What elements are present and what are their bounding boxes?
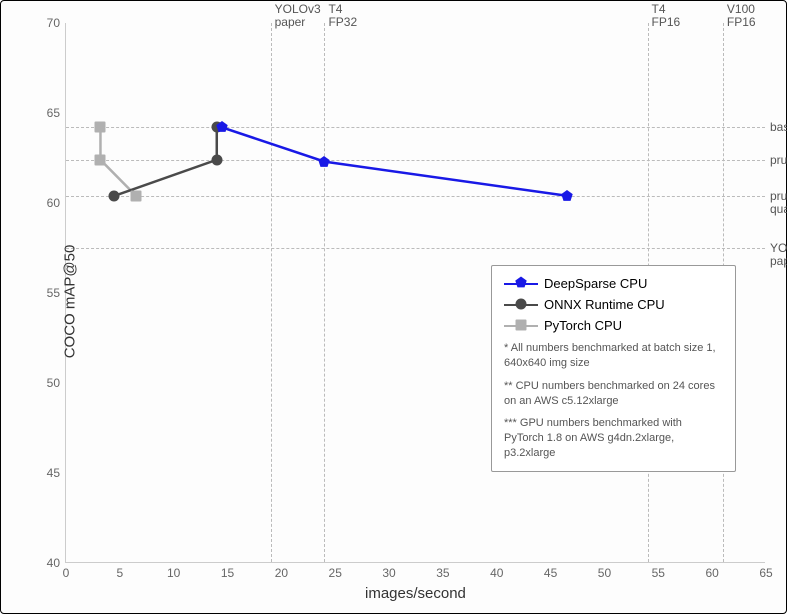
x-tick-label: 0 xyxy=(63,562,70,580)
ref-hline-label: prunedquant xyxy=(770,190,787,216)
y-tick-label: 50 xyxy=(47,376,66,390)
data-point xyxy=(216,121,228,133)
ref-hline-label: YOLOv3paper xyxy=(770,242,787,268)
legend-marker xyxy=(504,277,538,291)
y-tick-label: 45 xyxy=(47,466,66,480)
data-point xyxy=(211,154,222,165)
ref-hline-label: base xyxy=(770,121,787,134)
y-axis-label: COCO mAP@50 xyxy=(61,245,78,359)
legend-footnote: ** CPU numbers benchmarked on 24 cores o… xyxy=(504,379,723,409)
x-tick-label: 60 xyxy=(705,562,718,580)
legend-item: DeepSparse CPU xyxy=(504,276,723,291)
legend: DeepSparse CPU ONNX Runtime CPU PyTorch CP… xyxy=(491,265,736,472)
x-tick-label: 25 xyxy=(329,562,342,580)
y-tick-label: 70 xyxy=(47,16,66,30)
x-tick-label: 20 xyxy=(275,562,288,580)
x-tick-label: 50 xyxy=(598,562,611,580)
x-tick-label: 65 xyxy=(759,562,772,580)
legend-item: ONNX Runtime CPU xyxy=(504,297,723,312)
data-point xyxy=(561,190,573,202)
x-tick-label: 55 xyxy=(652,562,665,580)
legend-marker xyxy=(504,319,538,333)
legend-label: DeepSparse CPU xyxy=(544,276,647,291)
x-axis-label: images/second xyxy=(365,585,466,602)
x-tick-label: 35 xyxy=(436,562,449,580)
data-point xyxy=(95,122,106,133)
x-tick-label: 40 xyxy=(490,562,503,580)
legend-footnote: *** GPU numbers benchmarked with PyTorch… xyxy=(504,416,723,461)
legend-label: PyTorch CPU xyxy=(544,318,622,333)
data-point xyxy=(318,156,330,168)
x-tick-label: 15 xyxy=(221,562,234,580)
x-tick-label: 30 xyxy=(382,562,395,580)
benchmark-chart: 4045505560657005101520253035404550556065… xyxy=(0,0,787,614)
legend-item: PyTorch CPU xyxy=(504,318,723,333)
data-point xyxy=(95,154,106,165)
y-tick-label: 65 xyxy=(47,106,66,120)
x-tick-label: 10 xyxy=(167,562,180,580)
series-line xyxy=(222,127,567,195)
x-tick-label: 45 xyxy=(544,562,557,580)
legend-footnote: * All numbers benchmarked at batch size … xyxy=(504,341,723,371)
legend-marker xyxy=(504,298,538,312)
data-point xyxy=(131,190,142,201)
legend-label: ONNX Runtime CPU xyxy=(544,297,665,312)
series-line xyxy=(114,127,216,195)
data-point xyxy=(109,190,120,201)
ref-hline-label: pruned xyxy=(770,154,787,167)
x-tick-label: 5 xyxy=(117,562,124,580)
y-tick-label: 60 xyxy=(47,196,66,210)
